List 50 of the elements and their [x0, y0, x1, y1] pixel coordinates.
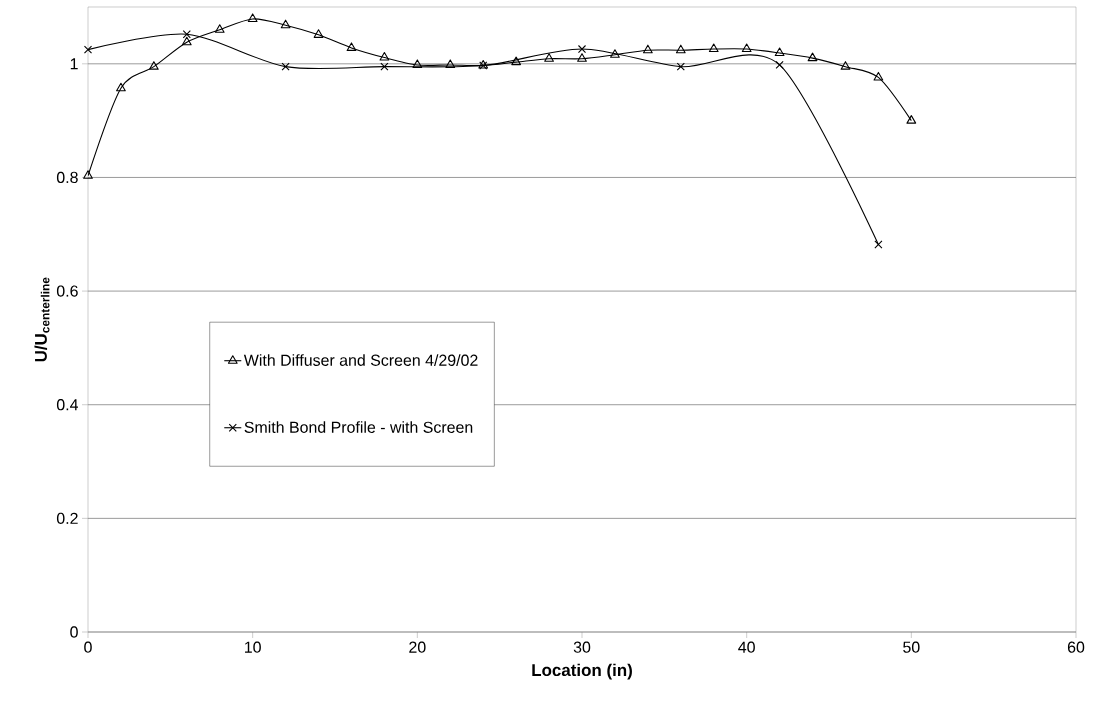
x-tick-label: 60 — [1067, 641, 1085, 653]
point — [83, 170, 93, 179]
point — [675, 44, 686, 54]
point — [380, 62, 389, 71]
point — [807, 52, 818, 62]
point — [577, 44, 587, 54]
point — [544, 53, 554, 62]
point — [774, 47, 785, 57]
x-tick-label: 50 — [903, 641, 920, 653]
point — [214, 24, 225, 33]
point — [741, 43, 752, 53]
point — [775, 60, 784, 70]
point — [313, 29, 324, 38]
point — [346, 42, 357, 51]
point — [281, 62, 290, 71]
point — [511, 56, 522, 66]
point — [379, 52, 390, 61]
x-tick-label: 40 — [738, 641, 755, 653]
point — [148, 61, 159, 70]
y-tick-label: 1 — [70, 58, 78, 70]
point — [181, 36, 192, 46]
y-tick-label: 0 — [70, 626, 78, 638]
legend-label: Smith Bond Profile - with Screen — [244, 421, 473, 433]
x-axis-title: Location (in) — [532, 663, 632, 680]
point — [182, 30, 191, 39]
x-tick-label: 20 — [409, 641, 426, 653]
y-tick-label: 0.8 — [56, 171, 78, 184]
legend-label: With Diffuser and Screen 4/29/02 — [243, 354, 478, 366]
y-tick-label: 0.4 — [56, 399, 79, 411]
point — [83, 45, 93, 54]
y-tick-label: 0.6 — [56, 285, 78, 297]
point — [577, 53, 587, 62]
point — [874, 240, 883, 249]
point — [280, 19, 291, 29]
x-tick-label: 10 — [245, 641, 261, 653]
x-tick-label: 0 — [84, 641, 92, 653]
y-tick-label: 0.2 — [56, 512, 78, 525]
x-tick-label: 30 — [573, 641, 591, 653]
point — [676, 62, 685, 71]
point — [642, 44, 653, 54]
point — [412, 59, 423, 68]
point — [873, 71, 884, 81]
y-axis-title: $\text{\bfseries U/U}_{\text{\bfseries centerline}}$ — [34, 277, 50, 362]
point — [840, 61, 851, 70]
point — [445, 59, 456, 68]
point — [116, 82, 126, 92]
point — [708, 43, 719, 53]
point — [610, 49, 620, 58]
point — [906, 115, 917, 124]
point — [247, 13, 258, 22]
